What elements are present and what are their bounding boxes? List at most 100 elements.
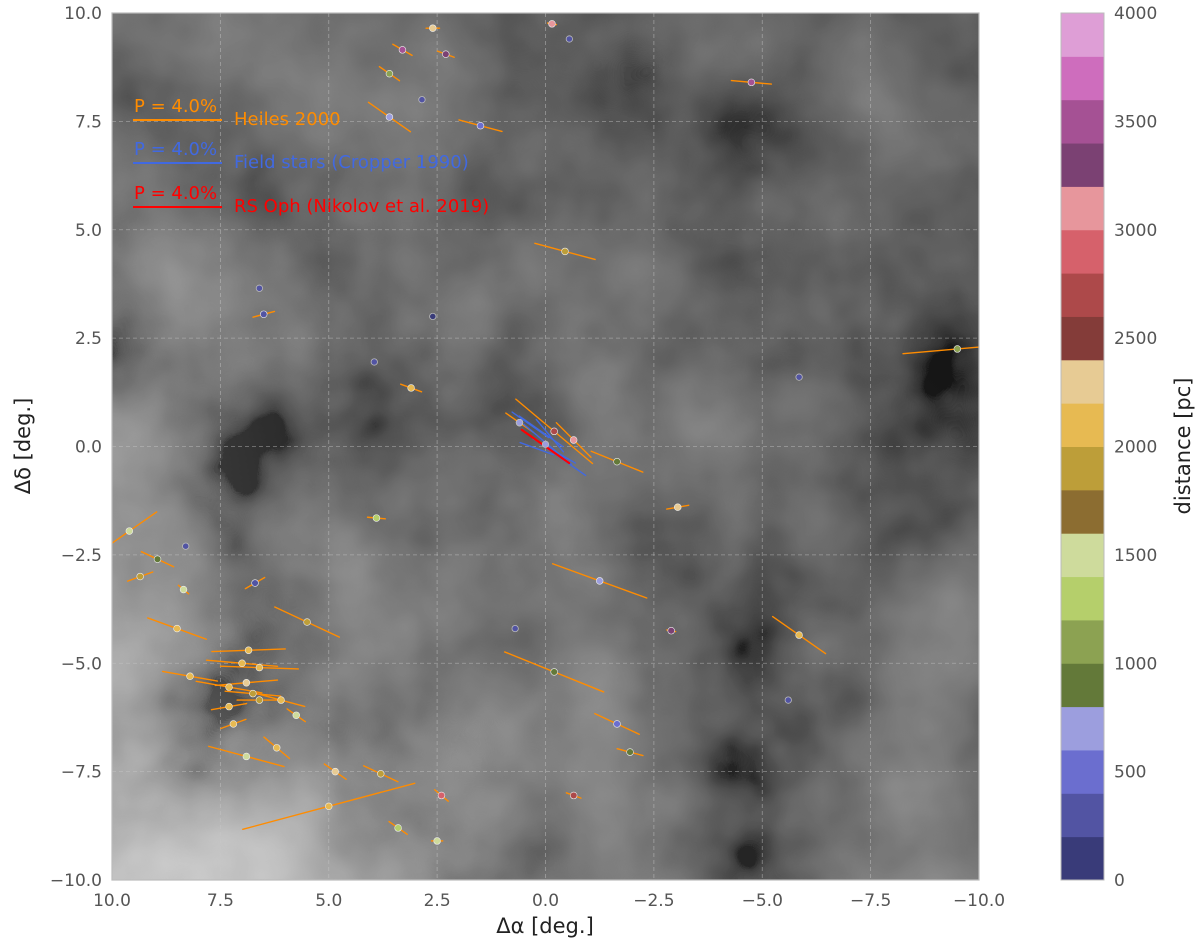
star-marker bbox=[565, 35, 573, 43]
star-marker bbox=[255, 284, 263, 292]
colorbar-tick-label: 1000 bbox=[1114, 654, 1157, 674]
colorbar-segment bbox=[1061, 749, 1104, 794]
star-marker bbox=[418, 96, 426, 104]
colorbar-segment bbox=[1061, 99, 1104, 144]
star-marker bbox=[569, 436, 578, 444]
y-tick-label: −5.0 bbox=[61, 654, 102, 674]
colorbar-segment bbox=[1061, 359, 1104, 404]
colorbar-segment bbox=[1061, 446, 1104, 491]
star-marker bbox=[394, 824, 402, 832]
star-marker bbox=[385, 113, 394, 121]
star-marker bbox=[225, 702, 233, 711]
star-marker bbox=[242, 752, 251, 761]
polarization-vectors bbox=[112, 22, 979, 842]
y-tick-label: 2.5 bbox=[75, 329, 102, 349]
y-tick-label: −10.0 bbox=[50, 871, 102, 891]
colorbar-segment bbox=[1061, 143, 1104, 187]
star-marker bbox=[667, 627, 675, 635]
star-marker bbox=[273, 744, 281, 752]
star-marker bbox=[613, 720, 621, 728]
colorbar-segment bbox=[1061, 576, 1104, 621]
star-marker bbox=[429, 24, 437, 32]
star-marker bbox=[179, 585, 188, 594]
legend-label-field-stars: Field stars (Cropper 1990) bbox=[234, 152, 469, 173]
colorbar-segment bbox=[1061, 56, 1104, 101]
field-star-vector bbox=[535, 418, 565, 453]
y-tick-labels: 10.0 7.5 5.0 2.5 0.0 −2.5 −5.0 −7.5 −10.0 bbox=[50, 4, 102, 891]
colorbar-tick-label: 4000 bbox=[1114, 4, 1157, 24]
star-marker bbox=[550, 427, 558, 436]
x-tick-label: −5.0 bbox=[742, 891, 783, 911]
star-marker bbox=[182, 542, 190, 550]
star-marker bbox=[125, 527, 134, 535]
star-marker bbox=[153, 555, 162, 563]
star-marker bbox=[292, 711, 300, 719]
star-marker bbox=[548, 20, 556, 28]
star-marker bbox=[277, 696, 285, 704]
star-marker bbox=[255, 663, 264, 672]
x-tick-label: 10.0 bbox=[93, 891, 131, 911]
x-tick-label: −2.5 bbox=[633, 891, 674, 911]
star-marker bbox=[429, 312, 437, 321]
field-star-vector bbox=[511, 411, 550, 439]
y-tick-label: 7.5 bbox=[75, 112, 102, 132]
colorbar-segment bbox=[1061, 836, 1104, 881]
x-tick-label: 2.5 bbox=[424, 891, 451, 911]
colorbar-segment bbox=[1061, 663, 1104, 708]
x-tick-label: 0.0 bbox=[532, 891, 559, 911]
star-marker bbox=[442, 50, 450, 58]
star-marker bbox=[795, 631, 803, 639]
field-star-vector bbox=[518, 415, 564, 448]
legend-label-heiles: Heiles 2000 bbox=[234, 109, 341, 130]
star-marker bbox=[377, 770, 385, 778]
star-marker bbox=[249, 689, 257, 698]
star-marker bbox=[225, 683, 233, 691]
field-star-vector bbox=[519, 441, 555, 456]
y-tick-label: 5.0 bbox=[75, 221, 102, 241]
star-marker bbox=[331, 767, 339, 776]
colorbar-tick-label: 3500 bbox=[1114, 112, 1157, 132]
star-marker bbox=[515, 419, 524, 427]
colorbar-segment bbox=[1061, 186, 1104, 231]
star-marker bbox=[595, 577, 604, 585]
x-axis-label: Δα [deg.] bbox=[496, 914, 594, 938]
colorbar-tick-label: 2000 bbox=[1114, 438, 1157, 458]
y-tick-label: 10.0 bbox=[64, 4, 102, 24]
colorbar-segment bbox=[1061, 533, 1104, 578]
legend-scale-rs-oph: P = 4.0% bbox=[134, 183, 217, 204]
grid bbox=[112, 13, 979, 880]
star-marker bbox=[303, 618, 311, 626]
star-marker bbox=[953, 345, 962, 353]
colorbar: 4000 3500 3000 2500 2000 1500 1000 500 0 bbox=[1060, 4, 1157, 891]
y-tick-label: −2.5 bbox=[61, 546, 102, 566]
legend-scale-heiles: P = 4.0% bbox=[134, 96, 217, 117]
star-marker bbox=[561, 247, 569, 256]
star-marker bbox=[136, 572, 144, 581]
colorbar-segment bbox=[1061, 489, 1104, 534]
colorbar-segment bbox=[1061, 229, 1104, 274]
star-marker bbox=[433, 837, 441, 845]
star-marker bbox=[260, 310, 268, 318]
colorbar-segment bbox=[1061, 316, 1104, 361]
x-tick-label: 7.5 bbox=[207, 891, 234, 911]
y-axis-label: Δδ [deg.] bbox=[11, 398, 35, 495]
x-tick-label: 5.0 bbox=[315, 891, 342, 911]
star-marker bbox=[476, 122, 485, 130]
colorbar-tick-label: 500 bbox=[1114, 763, 1146, 783]
colorbar-segment bbox=[1061, 706, 1104, 751]
star-markers bbox=[125, 20, 962, 845]
star-marker bbox=[385, 69, 394, 78]
x-tick-label: −10.0 bbox=[953, 891, 1005, 911]
plot-frame bbox=[111, 12, 980, 881]
colorbar-tick-label: 3000 bbox=[1114, 221, 1157, 241]
star-marker bbox=[372, 514, 381, 522]
star-marker bbox=[186, 672, 194, 680]
star-marker bbox=[325, 802, 333, 811]
colorbar-segment bbox=[1061, 403, 1104, 447]
star-marker bbox=[238, 659, 246, 667]
star-marker bbox=[784, 696, 792, 704]
star-marker bbox=[613, 457, 621, 466]
star-marker bbox=[511, 624, 519, 633]
star-marker bbox=[747, 78, 756, 87]
